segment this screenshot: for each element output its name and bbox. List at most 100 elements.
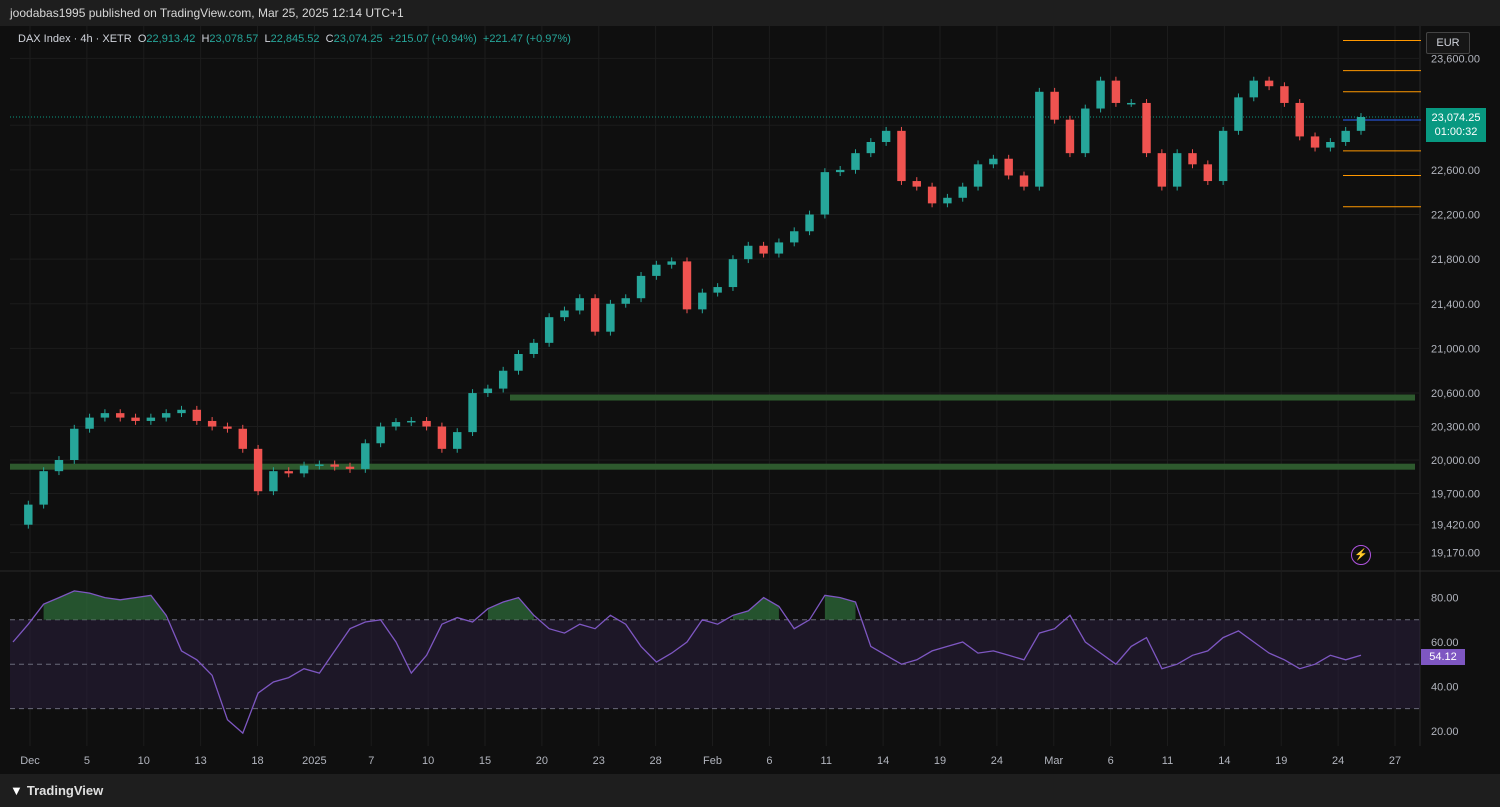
candle-body	[1264, 80, 1274, 87]
candle-body	[575, 298, 584, 311]
rsi-tick-label: 20.00	[1431, 726, 1459, 738]
x-tick-label: Mar	[1044, 755, 1063, 767]
candle-body	[376, 426, 385, 444]
y-tick-label: 19,170.00	[1431, 548, 1480, 560]
candle-body	[1172, 153, 1182, 187]
candle-body	[544, 317, 554, 343]
low-label: L	[264, 33, 271, 45]
symbol-label: DAX Index · 4h · XETR	[18, 33, 132, 45]
candle-body	[835, 169, 845, 173]
tradingview-logo[interactable]: ▼ TradingView	[10, 783, 103, 798]
candle-body	[407, 420, 416, 423]
candle-body	[1050, 91, 1059, 120]
currency-button[interactable]: EUR	[1426, 32, 1470, 54]
candle-body	[1157, 153, 1167, 187]
candle-body	[1127, 102, 1136, 105]
candle-body	[529, 342, 539, 354]
candle-body	[1310, 136, 1320, 148]
x-tick-label: 10	[138, 755, 150, 767]
x-tick-label: 11	[1162, 755, 1173, 767]
candle-body	[468, 393, 477, 433]
close-value: 23,074.25	[333, 33, 383, 45]
candle-body	[1142, 102, 1151, 154]
candle-body	[1004, 158, 1013, 176]
bolt-icon[interactable]: ⚡	[1351, 545, 1371, 565]
candle-body	[790, 231, 799, 243]
candle-body	[361, 443, 370, 469]
change-value: +215.07 (+0.94%)	[388, 33, 477, 45]
candle-body	[269, 471, 278, 492]
x-tick-label: 13	[195, 755, 207, 767]
candle-body	[851, 153, 860, 170]
candle-body	[514, 354, 523, 371]
candle-body	[989, 158, 998, 165]
candle-body	[1096, 80, 1105, 109]
candle-body	[682, 261, 692, 310]
rsi-overbought-fill	[43, 590, 1071, 620]
rsi-line	[12, 590, 1362, 735]
candle-body	[759, 245, 768, 254]
candle-body	[1111, 80, 1121, 103]
candle-body	[116, 413, 125, 418]
candle-body	[698, 292, 707, 310]
candle-body	[70, 428, 79, 460]
current-price-badge: 23,074.25 01:00:32	[1426, 108, 1486, 142]
candle-body	[315, 464, 324, 466]
candle-body	[897, 130, 906, 182]
candle-body	[1081, 108, 1090, 154]
publisher-bar: joodabas1995 published on TradingView.co…	[0, 0, 1500, 26]
candle-body	[636, 275, 646, 299]
high-label: H	[201, 33, 210, 45]
footer-bar: ▼ TradingView	[0, 774, 1500, 807]
x-tick-label: 24	[991, 755, 1003, 767]
x-tick-label: 2025	[302, 755, 326, 767]
x-tick-label: 19	[1275, 755, 1287, 767]
candle-body	[927, 186, 937, 204]
candle-body	[1218, 130, 1228, 182]
candle-body	[713, 287, 722, 293]
candle-body	[590, 298, 600, 332]
candle-body	[728, 259, 738, 288]
x-tick-label: 10	[422, 755, 434, 767]
candle-body	[1280, 86, 1289, 103]
candle-body	[453, 432, 462, 449]
candle-body	[866, 142, 876, 154]
candle-body	[177, 409, 186, 414]
bar-countdown: 01:00:32	[1434, 126, 1478, 138]
candle-body	[881, 130, 891, 142]
candle-body	[805, 214, 814, 232]
candle-body	[958, 186, 967, 198]
chart-area[interactable]: Dec 5 10 13 18 2025 7 10 15 20 23 28 Feb 6 11 14 19 24 Mar…	[0, 26, 1500, 774]
candle-body	[774, 242, 784, 254]
candle-body	[1234, 97, 1243, 131]
rsi-tick-label: 80.00	[1431, 593, 1459, 605]
candle-body	[1188, 153, 1197, 165]
x-tick-label: 5	[84, 755, 90, 767]
candle-body	[238, 428, 247, 449]
rsi-tick-label: 60.00	[1431, 637, 1459, 649]
candle-body	[207, 420, 217, 427]
candle-body	[483, 388, 493, 394]
candle-body	[1019, 175, 1029, 187]
x-tick-label: 18	[251, 755, 263, 767]
x-tick-label: 20	[536, 755, 548, 767]
high-value: 23,078.57	[209, 33, 259, 45]
x-tick-label: 27	[1389, 755, 1401, 767]
x-tick-label: Feb	[703, 755, 722, 767]
candle-body	[85, 417, 94, 429]
candle-body	[146, 417, 156, 421]
y-tick-label: 19,700.00	[1431, 488, 1480, 500]
candle-body	[391, 422, 401, 427]
y-tick-label: 21,800.00	[1431, 254, 1480, 266]
candle-body	[39, 471, 48, 505]
candle-body	[1295, 102, 1304, 137]
y-tick-label: 21,400.00	[1431, 299, 1480, 311]
candle-body	[422, 420, 431, 427]
candle-body	[667, 261, 676, 265]
rsi-tick-label: 40.00	[1431, 681, 1459, 693]
candle-body	[253, 448, 263, 492]
brand-text: TradingView	[26, 783, 104, 798]
y-tick-label: 23,600.00	[1431, 53, 1480, 65]
price-chart[interactable]: Dec 5 10 13 18 2025 7 10 15 20 23 28 Feb 6 11 14 19 24 Mar…	[0, 26, 1500, 774]
candle-body	[498, 370, 508, 389]
